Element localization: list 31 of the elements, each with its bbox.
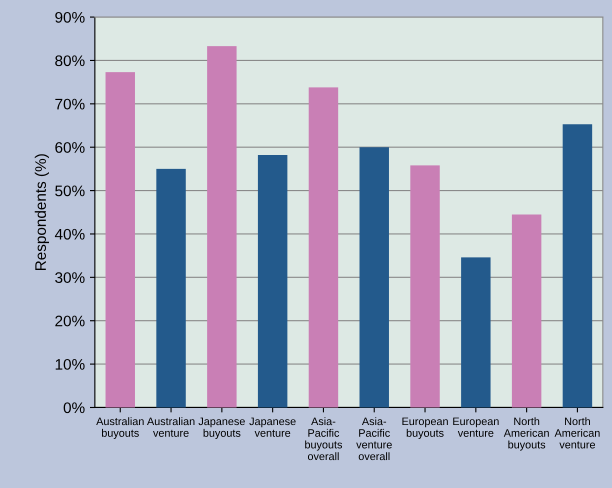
bar <box>461 257 491 408</box>
bar <box>156 168 186 408</box>
y-axis-title: Respondents (%) <box>34 154 50 270</box>
x-tick-label: Asia- Pacific buyouts overall <box>305 417 342 460</box>
y-tick-label: 70% <box>55 98 85 110</box>
y-tick-label: 10% <box>56 358 85 370</box>
x-tick-label: North American buyouts <box>504 417 549 451</box>
bar <box>106 72 135 408</box>
y-tick-label: 50% <box>55 185 85 196</box>
y-tick-label: 80% <box>55 55 85 66</box>
x-tick-label: European venture <box>453 418 499 437</box>
y-tick-label: 90% <box>55 12 85 23</box>
bar <box>360 147 389 408</box>
bar <box>308 87 338 408</box>
y-tick-label: 30% <box>55 272 85 284</box>
x-tick-label: Asia- Pacific venture overall <box>356 417 392 460</box>
y-tick-label: 40% <box>54 228 85 240</box>
bar <box>562 124 592 408</box>
y-tick-label: 20% <box>55 316 85 326</box>
x-tick-label: Australian venture <box>146 417 194 437</box>
x-tick-label: Japanese venture <box>249 418 296 437</box>
bar <box>410 165 440 408</box>
bar <box>512 214 542 408</box>
x-tick-label: Japanese buyouts <box>198 418 245 439</box>
x-tick-label: North American venture <box>554 417 600 448</box>
x-tick-label: European buyouts <box>402 418 448 439</box>
y-tick-label: 60% <box>55 142 85 153</box>
bar <box>258 155 288 408</box>
x-tick-label: Australian buyouts <box>96 417 144 439</box>
bar <box>207 46 237 408</box>
y-tick-label: 0% <box>64 402 85 414</box>
